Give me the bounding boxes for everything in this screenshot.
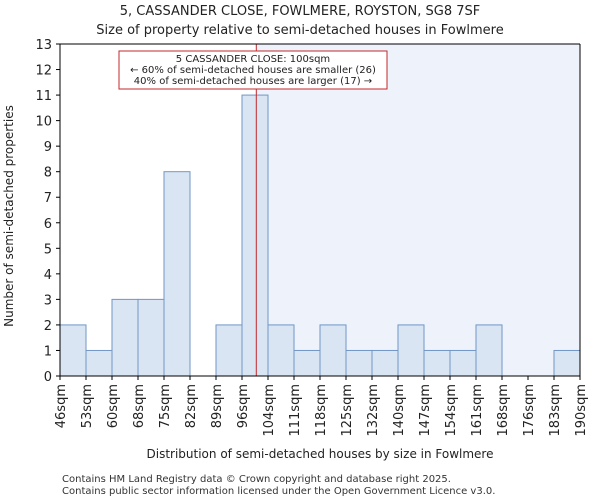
chart-title: 5, CASSANDER CLOSE, FOWLMERE, ROYSTON, S… (120, 4, 480, 19)
annotation-line-3: 40% of semi-detached houses are larger (… (134, 76, 372, 87)
y-tick-label: 2 (44, 319, 52, 334)
bar (319, 324, 347, 377)
footer-line-2: Contains public sector information licen… (62, 486, 495, 497)
bar (371, 349, 399, 377)
y-axis-label: Number of semi-detached properties (2, 105, 16, 327)
x-tick-label: 140sqm (392, 384, 407, 437)
y-tick-label: 13 (35, 38, 52, 53)
x-tick-label: 176sqm (522, 384, 537, 437)
larger-region-shading (256, 44, 580, 376)
footer-line-1: Contains HM Land Registry data © Crown c… (62, 474, 451, 485)
x-tick-label: 53sqm (80, 384, 95, 428)
x-tick-label: 154sqm (444, 384, 459, 437)
y-tick-label: 1 (44, 344, 52, 359)
x-axis-label: Distribution of semi-detached houses by … (147, 447, 494, 461)
chart-subtitle: Size of property relative to semi-detach… (96, 23, 503, 38)
y-tick-label: 12 (35, 64, 52, 79)
bar (293, 349, 321, 377)
x-tick-label: 168sqm (496, 384, 511, 437)
x-tick-label: 96sqm (236, 384, 251, 428)
x-tick-label: 60sqm (106, 384, 121, 428)
y-tick-label: 0 (44, 370, 52, 385)
x-tick-label: 46sqm (54, 384, 69, 428)
bar (397, 324, 425, 377)
y-tick-label: 11 (35, 89, 52, 104)
bar (267, 324, 295, 377)
y-tick-label: 4 (44, 268, 52, 283)
y-tick-label: 5 (44, 242, 52, 257)
bar (241, 94, 269, 377)
x-tick-label: 147sqm (418, 384, 433, 437)
bar (423, 349, 451, 377)
bar (59, 324, 87, 377)
x-tick-label: 183sqm (548, 384, 563, 437)
bar (163, 171, 191, 377)
bar (475, 324, 503, 377)
bar (111, 298, 139, 377)
y-tick-label: 3 (44, 293, 52, 308)
x-tick-label: 132sqm (366, 384, 381, 437)
bar (85, 349, 113, 377)
x-tick-label: 111sqm (288, 384, 303, 437)
x-tick-label: 104sqm (262, 384, 277, 437)
bar (137, 298, 165, 377)
y-tick-label: 7 (44, 191, 52, 206)
x-tick-label: 190sqm (574, 384, 589, 437)
x-tick-label: 82sqm (184, 384, 199, 428)
y-tick-label: 6 (44, 217, 52, 232)
x-tick-label: 125sqm (340, 384, 355, 437)
y-tick-label: 8 (44, 166, 52, 181)
bar (215, 324, 243, 377)
x-tick-label: 118sqm (314, 384, 329, 437)
x-tick-label: 161sqm (470, 384, 485, 437)
bar (553, 349, 581, 377)
bar (449, 349, 477, 377)
annotation-line-1: 5 CASSANDER CLOSE: 100sqm (176, 54, 330, 65)
x-tick-label: 68sqm (132, 384, 147, 428)
y-tick-label: 9 (44, 140, 52, 155)
x-tick-label: 75sqm (158, 384, 173, 428)
bar (345, 349, 373, 377)
y-tick-label: 10 (35, 115, 52, 130)
annotation-line-2: ← 60% of semi-detached houses are smalle… (130, 65, 376, 76)
annotation-box (118, 50, 388, 90)
x-tick-label: 89sqm (210, 384, 225, 428)
